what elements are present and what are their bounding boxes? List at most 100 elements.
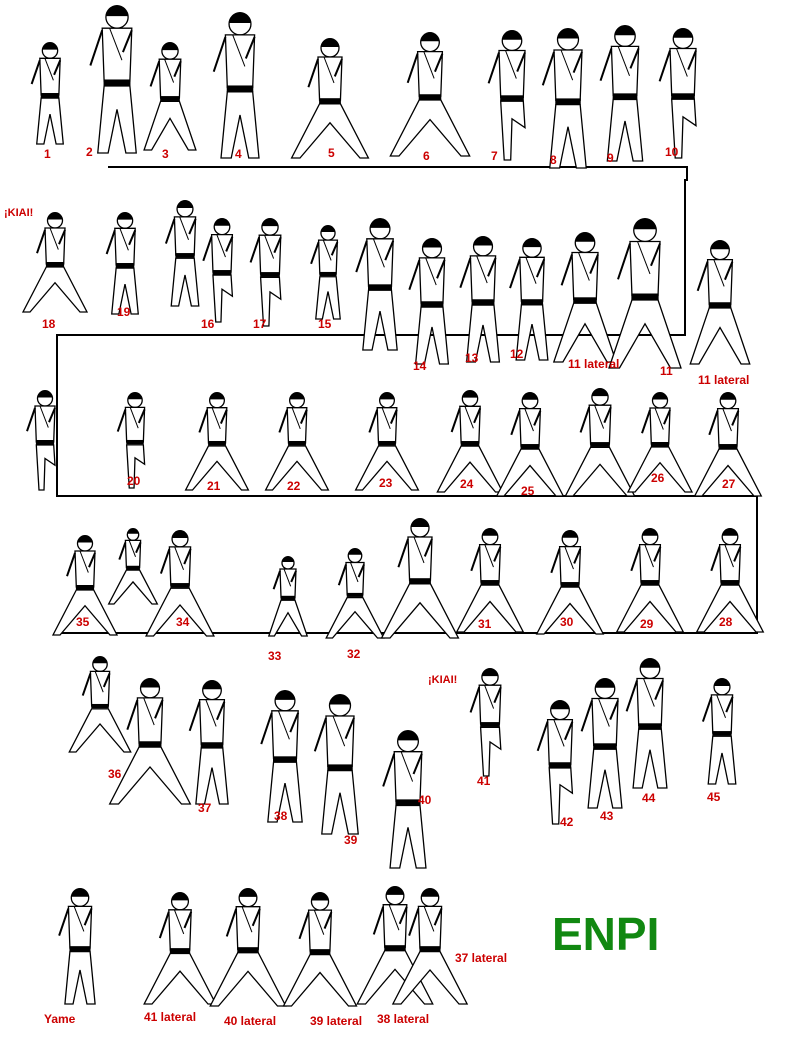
figure-black-belt [346, 592, 364, 597]
figure-gi-pants [21, 266, 89, 313]
figure-hair [420, 31, 440, 42]
karateka-figure [625, 658, 668, 789]
figure-gi-pants [548, 767, 574, 825]
figure-gi-top [67, 905, 93, 949]
figure-right-arm [650, 243, 661, 267]
karateka-figure [695, 527, 765, 633]
karateka-figure [68, 656, 132, 753]
figure-gi-top [478, 543, 502, 583]
karateka-figure [267, 556, 309, 637]
figure-right-arm [653, 546, 662, 562]
figure-hair [214, 217, 230, 226]
figure-left-arm [164, 218, 176, 244]
figures-layer [21, 4, 765, 1007]
figure-hair [411, 518, 429, 527]
figure-hair [282, 556, 294, 562]
move-label-34: 33 [268, 649, 282, 663]
figure-left-arm [89, 29, 104, 66]
move-label-4: 4 [235, 147, 242, 161]
figure-gi-top [382, 904, 408, 948]
figure-lapel [722, 408, 732, 432]
karateka-figure [355, 218, 398, 351]
figure-hair [172, 530, 188, 538]
figure-black-belt [590, 442, 610, 447]
karateka-figure [459, 235, 501, 363]
figure-gi-top [325, 715, 355, 768]
karateka-figure [455, 528, 525, 633]
move-label-38-lateral: 39 lateral [310, 1014, 362, 1028]
move-label-32: 31 [478, 617, 492, 631]
figure-gi-pants [212, 274, 234, 323]
figure-gi-pants [267, 761, 303, 823]
figure-black-belt [638, 723, 662, 730]
figure-black-belt [103, 79, 131, 87]
figure-gi-pants [436, 445, 504, 493]
figure-gi-pants [389, 804, 427, 869]
figure-lapel [381, 407, 391, 430]
figure-hair [422, 238, 442, 248]
figure-black-belt [555, 98, 581, 105]
figure-hair [522, 391, 538, 400]
figure-lapel [676, 48, 688, 77]
figure-gi-top [279, 568, 297, 599]
figure-lapel [241, 906, 253, 933]
figure-gi-pants [389, 99, 471, 157]
karateka-figure [536, 700, 574, 825]
figure-gi-pants [321, 769, 359, 835]
figure-left-arm [459, 257, 472, 288]
figure-left-arm [149, 60, 161, 87]
figure-gi-pants [195, 747, 229, 805]
move-label-23: 22 [287, 479, 301, 493]
figure-lapel [322, 239, 332, 261]
figure-black-belt [593, 743, 617, 750]
figure-hair [386, 886, 404, 895]
figure-left-arm [658, 50, 671, 82]
figure-gi-top [518, 407, 542, 447]
figure-right-arm [53, 59, 62, 76]
figure-black-belt [327, 764, 353, 771]
figure-gi-pants [626, 446, 694, 493]
figure-lapel [143, 697, 155, 726]
figure-right-arm [389, 409, 398, 424]
figure-hair [239, 888, 257, 897]
karateka-figure [626, 392, 694, 493]
karateka-figure [382, 730, 427, 869]
figure-gi-pants [325, 596, 385, 639]
figure-black-belt [409, 578, 431, 584]
figure-lapel [423, 51, 435, 79]
figure-gi-top [417, 905, 443, 949]
figure-black-belt [650, 442, 670, 447]
figure-left-arm [710, 546, 721, 572]
figure-hair [127, 392, 143, 400]
move-label-38: 37 [198, 801, 212, 815]
move-label-45: 44 [642, 791, 656, 805]
figure-lapel [476, 255, 488, 284]
figure-gi-pants [465, 304, 501, 363]
figure-gi-pants [68, 708, 132, 753]
figure-right-arm [687, 50, 697, 70]
figure-gi-pants [184, 445, 250, 491]
figure-gi-top [629, 240, 661, 297]
move-label-41-lateral: Yame [44, 1012, 76, 1026]
figure-hair [92, 656, 108, 664]
figure-gi-top [114, 227, 136, 266]
figure-black-belt [169, 948, 191, 954]
figure-left-arm [470, 546, 481, 572]
figure-left-arm [126, 699, 139, 730]
figure-hair [481, 668, 499, 677]
figure-right-arm [58, 229, 66, 245]
figure-lapel [464, 406, 474, 429]
figure-black-belt [170, 583, 190, 588]
figure-left-arm [469, 686, 481, 713]
figure-right-arm [731, 410, 740, 426]
figure-right-arm [219, 409, 228, 424]
figure-hair [117, 212, 133, 220]
figure-lapel [39, 405, 49, 428]
figure-left-arm [249, 236, 261, 263]
figure-black-belt [45, 262, 65, 267]
figure-left-arm [701, 696, 713, 722]
figure-gi-pants [608, 299, 682, 369]
karateka-figure [108, 678, 192, 805]
karateka-figure [354, 392, 420, 491]
move-label-41: 40 [418, 793, 432, 807]
